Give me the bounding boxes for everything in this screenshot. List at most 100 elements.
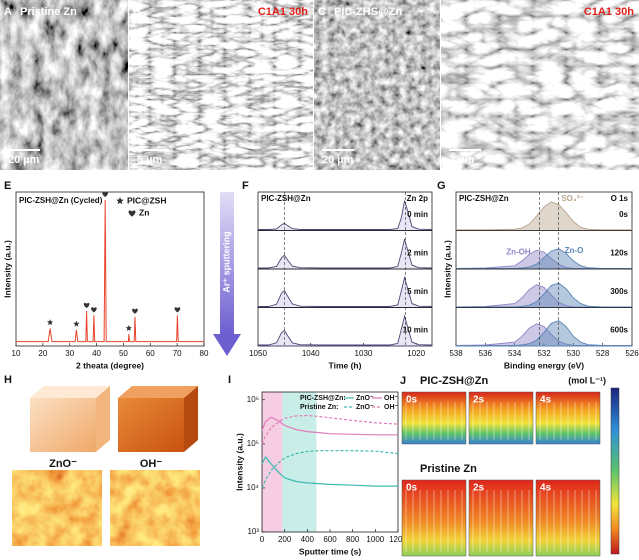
row-label: 300s	[610, 287, 628, 296]
x-tick-label: 1040	[302, 349, 320, 358]
spectrum	[257, 238, 433, 270]
peak-heart	[83, 302, 90, 308]
cube-label: OH⁻	[140, 458, 163, 470]
spectrum	[257, 314, 433, 347]
x-tick-label: 1200	[389, 535, 407, 544]
panel-letter: H	[4, 374, 12, 386]
sputter-arrow-head	[213, 334, 241, 356]
image-label: PIC-ZHS@Zn	[334, 6, 402, 18]
x-axis-label: Sputter time (s)	[299, 546, 362, 556]
peak-label: SO₄²⁻	[561, 194, 583, 203]
panel-letter: I	[228, 374, 231, 386]
x-tick-label: 530	[567, 349, 581, 358]
spectrum	[455, 282, 633, 308]
cube-label: ZnO⁻	[49, 458, 77, 470]
x-tick-label: 0	[260, 535, 265, 544]
peak-heart	[132, 308, 138, 314]
y-tick-label: 10⁴	[247, 483, 260, 492]
peak-heart	[174, 307, 181, 313]
chart-title: PIC-ZSH@Zn (Cycled)	[19, 196, 103, 205]
y-axis-label: Intensity (a.u.)	[234, 433, 244, 491]
sem-image	[314, 0, 440, 170]
chart-title: PIC-ZSH@Zn	[261, 194, 311, 203]
legend-star	[116, 197, 124, 205]
sem-image	[0, 0, 128, 170]
colorbar	[610, 387, 620, 555]
chart-title: PIC-ZSH@Zn	[459, 194, 509, 203]
legend-label: ZnO⁻	[356, 404, 374, 411]
xrd-line	[16, 199, 204, 343]
sim-title: PIC-ZSH@Zn	[420, 375, 488, 387]
legend-label: OH⁻	[384, 404, 399, 411]
panel-letter: B	[133, 6, 141, 18]
row-label: 600s	[610, 326, 628, 335]
x-tick-label: 536	[479, 349, 493, 358]
sim-time: 4s	[540, 483, 552, 494]
shaded-region	[282, 392, 317, 532]
x-tick-label: 70	[173, 349, 182, 358]
legend-heart	[128, 210, 136, 217]
series-line	[261, 414, 399, 445]
legend-label: ZnO⁻	[356, 395, 374, 402]
cube-zno	[30, 386, 110, 452]
sim-time: 2s	[473, 483, 485, 494]
chart-label: Zn 2p	[407, 194, 428, 203]
panel-letter: C	[318, 6, 326, 18]
image-label: C1A1 30h	[584, 6, 634, 18]
panel-letter: D	[445, 6, 453, 18]
x-tick-label: 60	[146, 349, 155, 358]
row-label: 0 min	[407, 210, 428, 219]
sim-time: 0s	[406, 395, 418, 406]
row-label: 0s	[619, 210, 628, 219]
x-tick-label: 400	[301, 535, 315, 544]
x-tick-label: 80	[200, 349, 209, 358]
image-label: C1A1 30h	[258, 6, 308, 18]
sim-time: 4s	[540, 395, 552, 406]
x-tick-label: 10	[12, 349, 21, 358]
series-line	[261, 416, 398, 436]
x-tick-label: 526	[625, 349, 639, 358]
spectrum	[455, 248, 633, 270]
x-tick-label: 600	[323, 535, 337, 544]
row-label: 2 min	[407, 249, 428, 258]
legend-label: Zn	[139, 207, 149, 217]
y-tick-label: 10³	[247, 527, 259, 536]
plot-frame	[15, 191, 205, 347]
x-tick-label: 528	[596, 349, 610, 358]
scale-label: 5 µm	[137, 154, 163, 166]
peak-star	[73, 320, 80, 327]
legend-group: PIC-ZSH@Zn:	[300, 395, 346, 402]
panel-letter: E	[4, 180, 11, 192]
row-label: 120s	[610, 249, 628, 258]
series-line	[261, 456, 398, 487]
scale-label: 2 µm	[449, 154, 475, 166]
sem-image	[441, 0, 639, 170]
x-axis-label: Binding energy (eV)	[504, 360, 584, 370]
peak-label: Zn-O	[565, 246, 584, 255]
row-label: 10 min	[403, 326, 428, 335]
spectrum	[455, 201, 633, 231]
spectrum	[257, 275, 433, 308]
x-tick-label: 30	[65, 349, 74, 358]
sim-title: Pristine Zn	[420, 463, 477, 475]
y-tick-label: 10⁶	[247, 395, 259, 404]
row-label: 5 min	[407, 287, 428, 296]
sputter-label: Ar⁺ sputtering	[221, 231, 231, 292]
spectrum	[257, 200, 433, 231]
legend-label: OH⁻	[384, 395, 399, 402]
sim-time: 0s	[406, 483, 418, 494]
map-zno	[12, 470, 102, 546]
x-tick-label: 1050	[249, 349, 267, 358]
legend-label: PIC@ZSH	[127, 195, 166, 205]
panel-letter: F	[242, 180, 249, 192]
sim-time: 2s	[473, 395, 485, 406]
panel-letter: J	[400, 375, 406, 387]
peak-star	[125, 325, 132, 331]
sputter-arrow	[220, 192, 234, 334]
x-tick-label: 538	[449, 349, 463, 358]
scale-label: 20 µm	[322, 154, 354, 166]
colorbar-unit: (mol L⁻¹)	[568, 375, 606, 385]
legend-group: Pristine Zn:	[300, 404, 339, 411]
image-label: Pristine Zn	[20, 6, 77, 18]
